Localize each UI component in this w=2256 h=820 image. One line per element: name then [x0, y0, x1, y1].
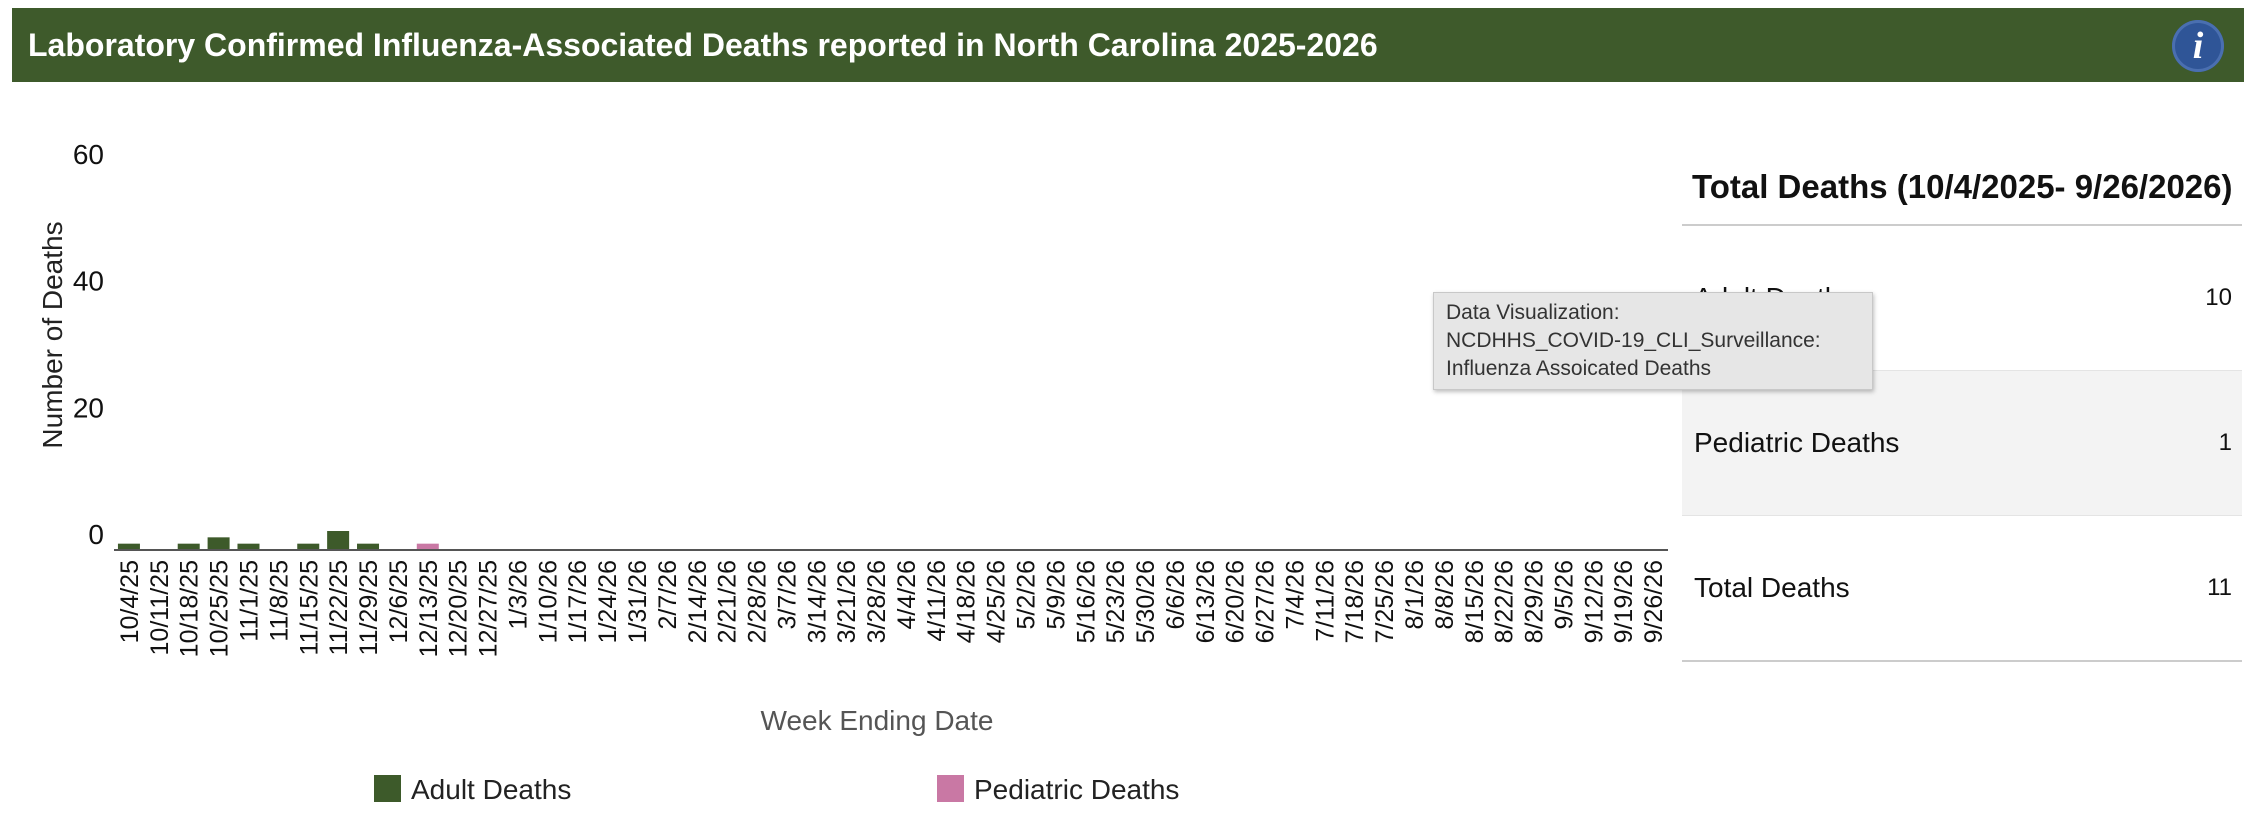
- x-tick-label: 9/5/26: [1550, 560, 1578, 630]
- y-axis-title: Number of Deaths: [37, 221, 68, 448]
- x-tick-label: 10/25/25: [206, 560, 234, 657]
- info-icon[interactable]: i: [2172, 20, 2224, 72]
- x-tick-label: 6/20/26: [1222, 560, 1250, 643]
- y-axis-ticks: 0 20 40 60: [73, 139, 104, 550]
- x-tick-label: 11/1/25: [235, 560, 263, 642]
- x-tick-label: 7/4/26: [1281, 560, 1309, 630]
- x-tick-label: 8/8/26: [1431, 560, 1459, 630]
- x-tick-label: 3/21/26: [833, 560, 861, 643]
- x-axis-tick-labels: 10/4/25 10/11/25 10/18/25 10/25/25 11/1/25 11…: [116, 560, 1668, 657]
- x-tick-label: 2/7/26: [654, 560, 682, 630]
- x-tick-label: 1/17/26: [564, 560, 592, 643]
- x-tick-label: 4/18/26: [953, 560, 981, 643]
- bar-series: [117, 531, 439, 550]
- tooltip-line: NCDHHS_COVID-19_CLI_Surveillance:: [1446, 329, 1821, 352]
- bar-pediatric[interactable]: [416, 543, 439, 550]
- y-tick-label: 20: [73, 392, 104, 423]
- tooltip-line: Data Visualization:: [1446, 301, 1620, 324]
- x-tick-label: 9/12/26: [1580, 560, 1608, 643]
- x-tick-label: 6/6/26: [1162, 560, 1190, 630]
- legend-swatch-pediatric: [937, 775, 964, 802]
- x-tick-label: 12/6/25: [385, 560, 413, 643]
- totals-row-pediatric: Pediatric Deaths 1: [1682, 371, 2242, 516]
- totals-row-total: Total Deaths 11: [1682, 516, 2242, 662]
- x-tick-label: 8/1/26: [1401, 560, 1429, 630]
- x-tick-label: 11/15/25: [295, 560, 323, 655]
- x-tick-label: 8/15/26: [1461, 560, 1489, 643]
- totals-label: Pediatric Deaths: [1694, 427, 1900, 458]
- bar-adult[interactable]: [117, 543, 140, 550]
- deaths-bar-chart: 0 20 40 60 Number of Deaths 10/4/25 10/11/25…: [37, 139, 1668, 736]
- legend-label-adult: Adult Deaths: [411, 774, 572, 805]
- legend-swatch-adult: [374, 775, 401, 802]
- x-tick-label: 7/11/26: [1311, 560, 1339, 642]
- x-tick-label: 9/19/26: [1610, 560, 1638, 643]
- tooltip: Data Visualization: NCDHHS_COVID-19_CLI_…: [1433, 292, 1873, 390]
- x-axis-title: Week Ending Date: [761, 705, 994, 736]
- bar-adult[interactable]: [177, 543, 200, 550]
- x-tick-label: 7/18/26: [1341, 560, 1369, 643]
- x-tick-label: 5/2/26: [1012, 560, 1040, 630]
- y-tick-label: 0: [88, 519, 104, 550]
- bar-adult[interactable]: [357, 543, 380, 550]
- y-tick-label: 40: [73, 266, 104, 297]
- x-tick-label: 5/30/26: [1132, 560, 1160, 643]
- y-tick-label: 60: [73, 139, 104, 170]
- bar-adult[interactable]: [327, 531, 350, 550]
- x-tick-label: 5/23/26: [1102, 560, 1130, 643]
- x-tick-label: 8/29/26: [1521, 560, 1549, 643]
- tooltip-line: Influenza Assoicated Deaths: [1446, 357, 1712, 380]
- x-tick-label: 2/14/26: [684, 560, 712, 643]
- x-tick-label: 11/22/25: [325, 560, 353, 655]
- totals-value: 1: [2218, 429, 2232, 456]
- x-tick-label: 10/4/25: [116, 560, 144, 643]
- x-tick-label: 9/26/26: [1640, 560, 1668, 643]
- bar-adult[interactable]: [237, 543, 260, 550]
- totals-value: 10: [2205, 284, 2232, 311]
- x-tick-label: 4/4/26: [893, 560, 921, 630]
- bar-adult[interactable]: [297, 543, 320, 550]
- x-tick-label: 10/18/25: [176, 560, 204, 657]
- totals-table: Total Deaths (10/4/2025- 9/26/2026) Adul…: [1682, 150, 2242, 662]
- x-tick-label: 1/3/26: [504, 560, 532, 630]
- x-tick-label: 3/14/26: [803, 560, 831, 643]
- x-tick-label: 4/25/26: [983, 560, 1011, 643]
- x-tick-label: 8/22/26: [1491, 560, 1519, 643]
- bar-adult[interactable]: [207, 537, 230, 550]
- x-tick-label: 6/27/26: [1252, 560, 1280, 643]
- header-bar: Laboratory Confirmed Influenza-Associate…: [12, 8, 2244, 82]
- x-tick-label: 12/20/25: [445, 560, 473, 657]
- totals-value: 11: [2207, 574, 2232, 601]
- x-tick-label: 7/25/26: [1371, 560, 1399, 643]
- x-tick-label: 3/7/26: [773, 560, 801, 630]
- totals-label: Total Deaths: [1694, 572, 1850, 603]
- x-tick-label: 1/10/26: [534, 560, 562, 643]
- x-tick-label: 6/13/26: [1192, 560, 1220, 643]
- x-tick-label: 1/31/26: [624, 560, 652, 643]
- x-tick-label: 11/8/25: [265, 560, 293, 642]
- x-tick-label: 2/21/26: [714, 560, 742, 643]
- legend-label-pediatric: Pediatric Deaths: [974, 774, 1180, 805]
- x-tick-label: 12/27/25: [475, 560, 503, 657]
- totals-title: Total Deaths (10/4/2025- 9/26/2026): [1682, 150, 2242, 226]
- page-title: Laboratory Confirmed Influenza-Associate…: [28, 27, 1378, 63]
- x-tick-label: 5/9/26: [1042, 560, 1070, 630]
- x-tick-label: 2/28/26: [744, 560, 772, 643]
- x-tick-label: 5/16/26: [1072, 560, 1100, 643]
- x-tick-label: 1/24/26: [594, 560, 622, 643]
- x-tick-label: 3/28/26: [863, 560, 891, 643]
- chart-legend: Adult Deaths Pediatric Deaths: [374, 772, 1274, 812]
- x-tick-label: 10/11/25: [146, 560, 174, 655]
- x-tick-label: 11/29/25: [355, 560, 383, 655]
- x-tick-label: 4/11/26: [923, 560, 951, 642]
- x-tick-label: 12/13/25: [415, 560, 443, 657]
